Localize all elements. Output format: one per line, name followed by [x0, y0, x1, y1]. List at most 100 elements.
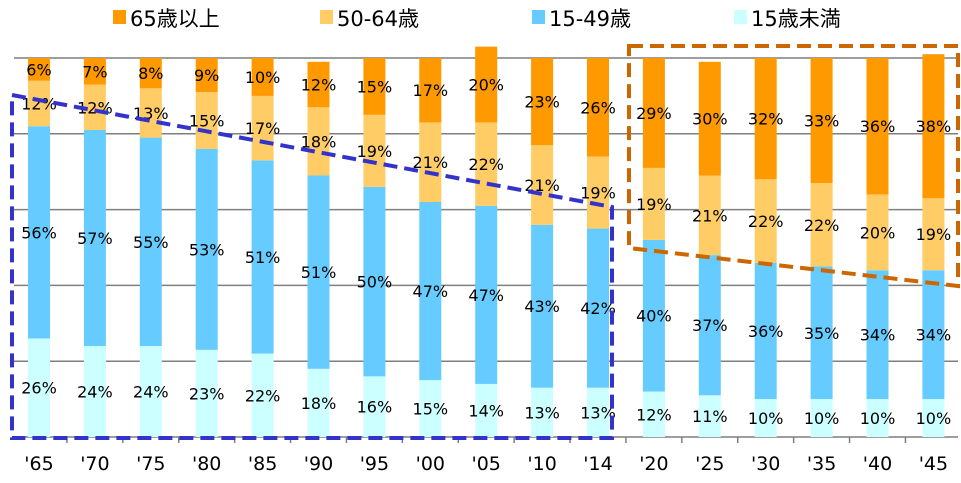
bar-15-49-75	[139, 137, 162, 347]
bar-50-64-65	[28, 80, 50, 127]
bar-15-49-05	[475, 205, 498, 384]
bar-65-35	[810, 58, 833, 184]
bar-50-64-30	[754, 179, 777, 263]
bar-15-49-00	[419, 202, 442, 381]
data-label: 36%	[860, 117, 896, 136]
x-tick-label: '10	[527, 453, 556, 475]
bar-50-64-80	[195, 92, 218, 149]
bar-15-49-70	[83, 130, 106, 347]
x-tick-label: '80	[192, 453, 221, 475]
data-label: 51%	[301, 263, 337, 282]
legend-swatch-15-49	[532, 10, 545, 24]
data-label: 26%	[21, 379, 57, 398]
data-label: 22%	[804, 216, 840, 235]
data-label: 19%	[636, 195, 672, 214]
legend-label: 50-64歳	[337, 7, 419, 31]
data-label: 38%	[916, 117, 952, 136]
bar-65-75	[139, 58, 162, 89]
x-tick-label: '30	[751, 453, 780, 475]
data-label: 17%	[413, 81, 449, 100]
data-label: 15%	[189, 112, 225, 131]
legend-swatch-50-64	[320, 10, 333, 24]
bar-15-70	[83, 346, 106, 437]
data-label: 10%	[804, 409, 840, 428]
bar-15-85	[251, 353, 274, 437]
data-label: 18%	[301, 394, 337, 413]
bar-65-00	[419, 58, 442, 123]
data-label: 13%	[524, 403, 560, 422]
bar-15-49-95	[363, 186, 386, 377]
x-tick-label: '75	[136, 453, 165, 475]
bar-65-95	[363, 58, 386, 115]
data-label: 34%	[860, 326, 896, 345]
bar-15-10	[531, 387, 554, 437]
data-label: 29%	[636, 104, 672, 123]
bar-50-64-70	[83, 84, 106, 131]
data-label: 21%	[413, 153, 449, 172]
x-tick-label: '00	[416, 453, 445, 475]
data-label: 20%	[860, 223, 896, 242]
data-label: 23%	[189, 384, 225, 403]
dashed-outline-orange	[627, 44, 960, 289]
data-label: 22%	[245, 386, 281, 405]
data-label: 13%	[580, 403, 616, 422]
data-label: 35%	[804, 324, 840, 343]
data-label: 6%	[26, 60, 51, 79]
bar-15-49-90	[307, 175, 330, 369]
bar-15-95	[363, 376, 386, 437]
bar-15-80	[195, 349, 218, 437]
bar-50-64-40	[866, 194, 889, 271]
data-label: 36%	[748, 322, 784, 341]
bar-15-49-80	[195, 148, 218, 350]
bar-15-49-85	[251, 160, 274, 354]
data-label: 56%	[21, 223, 57, 242]
bar-15-25	[698, 395, 721, 437]
bar-15-75	[139, 346, 162, 437]
bar-15-35	[810, 399, 833, 437]
bar-65-45	[922, 54, 945, 199]
bar-15-45	[922, 399, 945, 437]
data-label: 12%	[636, 405, 672, 424]
data-label: 50%	[357, 273, 393, 292]
dashed-outline-blue	[10, 92, 614, 440]
data-label: 19%	[580, 184, 616, 203]
data-label: 53%	[189, 240, 225, 259]
data-label: 11%	[692, 407, 728, 426]
bar-15-49-65	[28, 126, 50, 339]
data-label: 12%	[301, 76, 337, 95]
bar-15-05	[475, 383, 498, 437]
bar-65-40	[866, 58, 889, 195]
bar-65-90	[307, 61, 330, 108]
bar-15-49-30	[754, 262, 777, 400]
legend-label: 15-49歳	[549, 7, 631, 31]
bar-15-30	[754, 399, 777, 437]
data-label: 32%	[748, 110, 784, 129]
data-label: 12%	[21, 94, 57, 113]
data-label: 43%	[524, 297, 560, 316]
data-label: 55%	[133, 233, 169, 252]
data-label: 34%	[916, 326, 952, 345]
x-tick-label: '40	[863, 453, 892, 475]
data-label: 14%	[468, 401, 504, 420]
x-tick-label: '25	[695, 453, 724, 475]
data-label: 16%	[357, 398, 393, 417]
data-label: 42%	[580, 299, 616, 318]
bar-50-64-20	[642, 167, 665, 240]
bar-65-70	[83, 58, 106, 85]
data-label: 40%	[636, 307, 672, 326]
x-tick-label: '85	[248, 453, 277, 475]
bar-65-14	[587, 58, 609, 157]
bar-65-30	[754, 58, 777, 180]
x-tick-label: '14	[583, 453, 612, 475]
data-label: 10%	[245, 68, 281, 87]
data-label: 19%	[916, 225, 952, 244]
bar-65-20	[642, 58, 665, 168]
annotations	[10, 44, 960, 440]
x-tick-label: '20	[639, 453, 668, 475]
bar-15-20	[642, 391, 665, 437]
data-label: 51%	[245, 248, 281, 267]
bar-65-05	[475, 46, 498, 123]
x-tick-label: '65	[24, 453, 53, 475]
bar-15-49-45	[922, 270, 945, 400]
data-label: 10%	[860, 409, 896, 428]
